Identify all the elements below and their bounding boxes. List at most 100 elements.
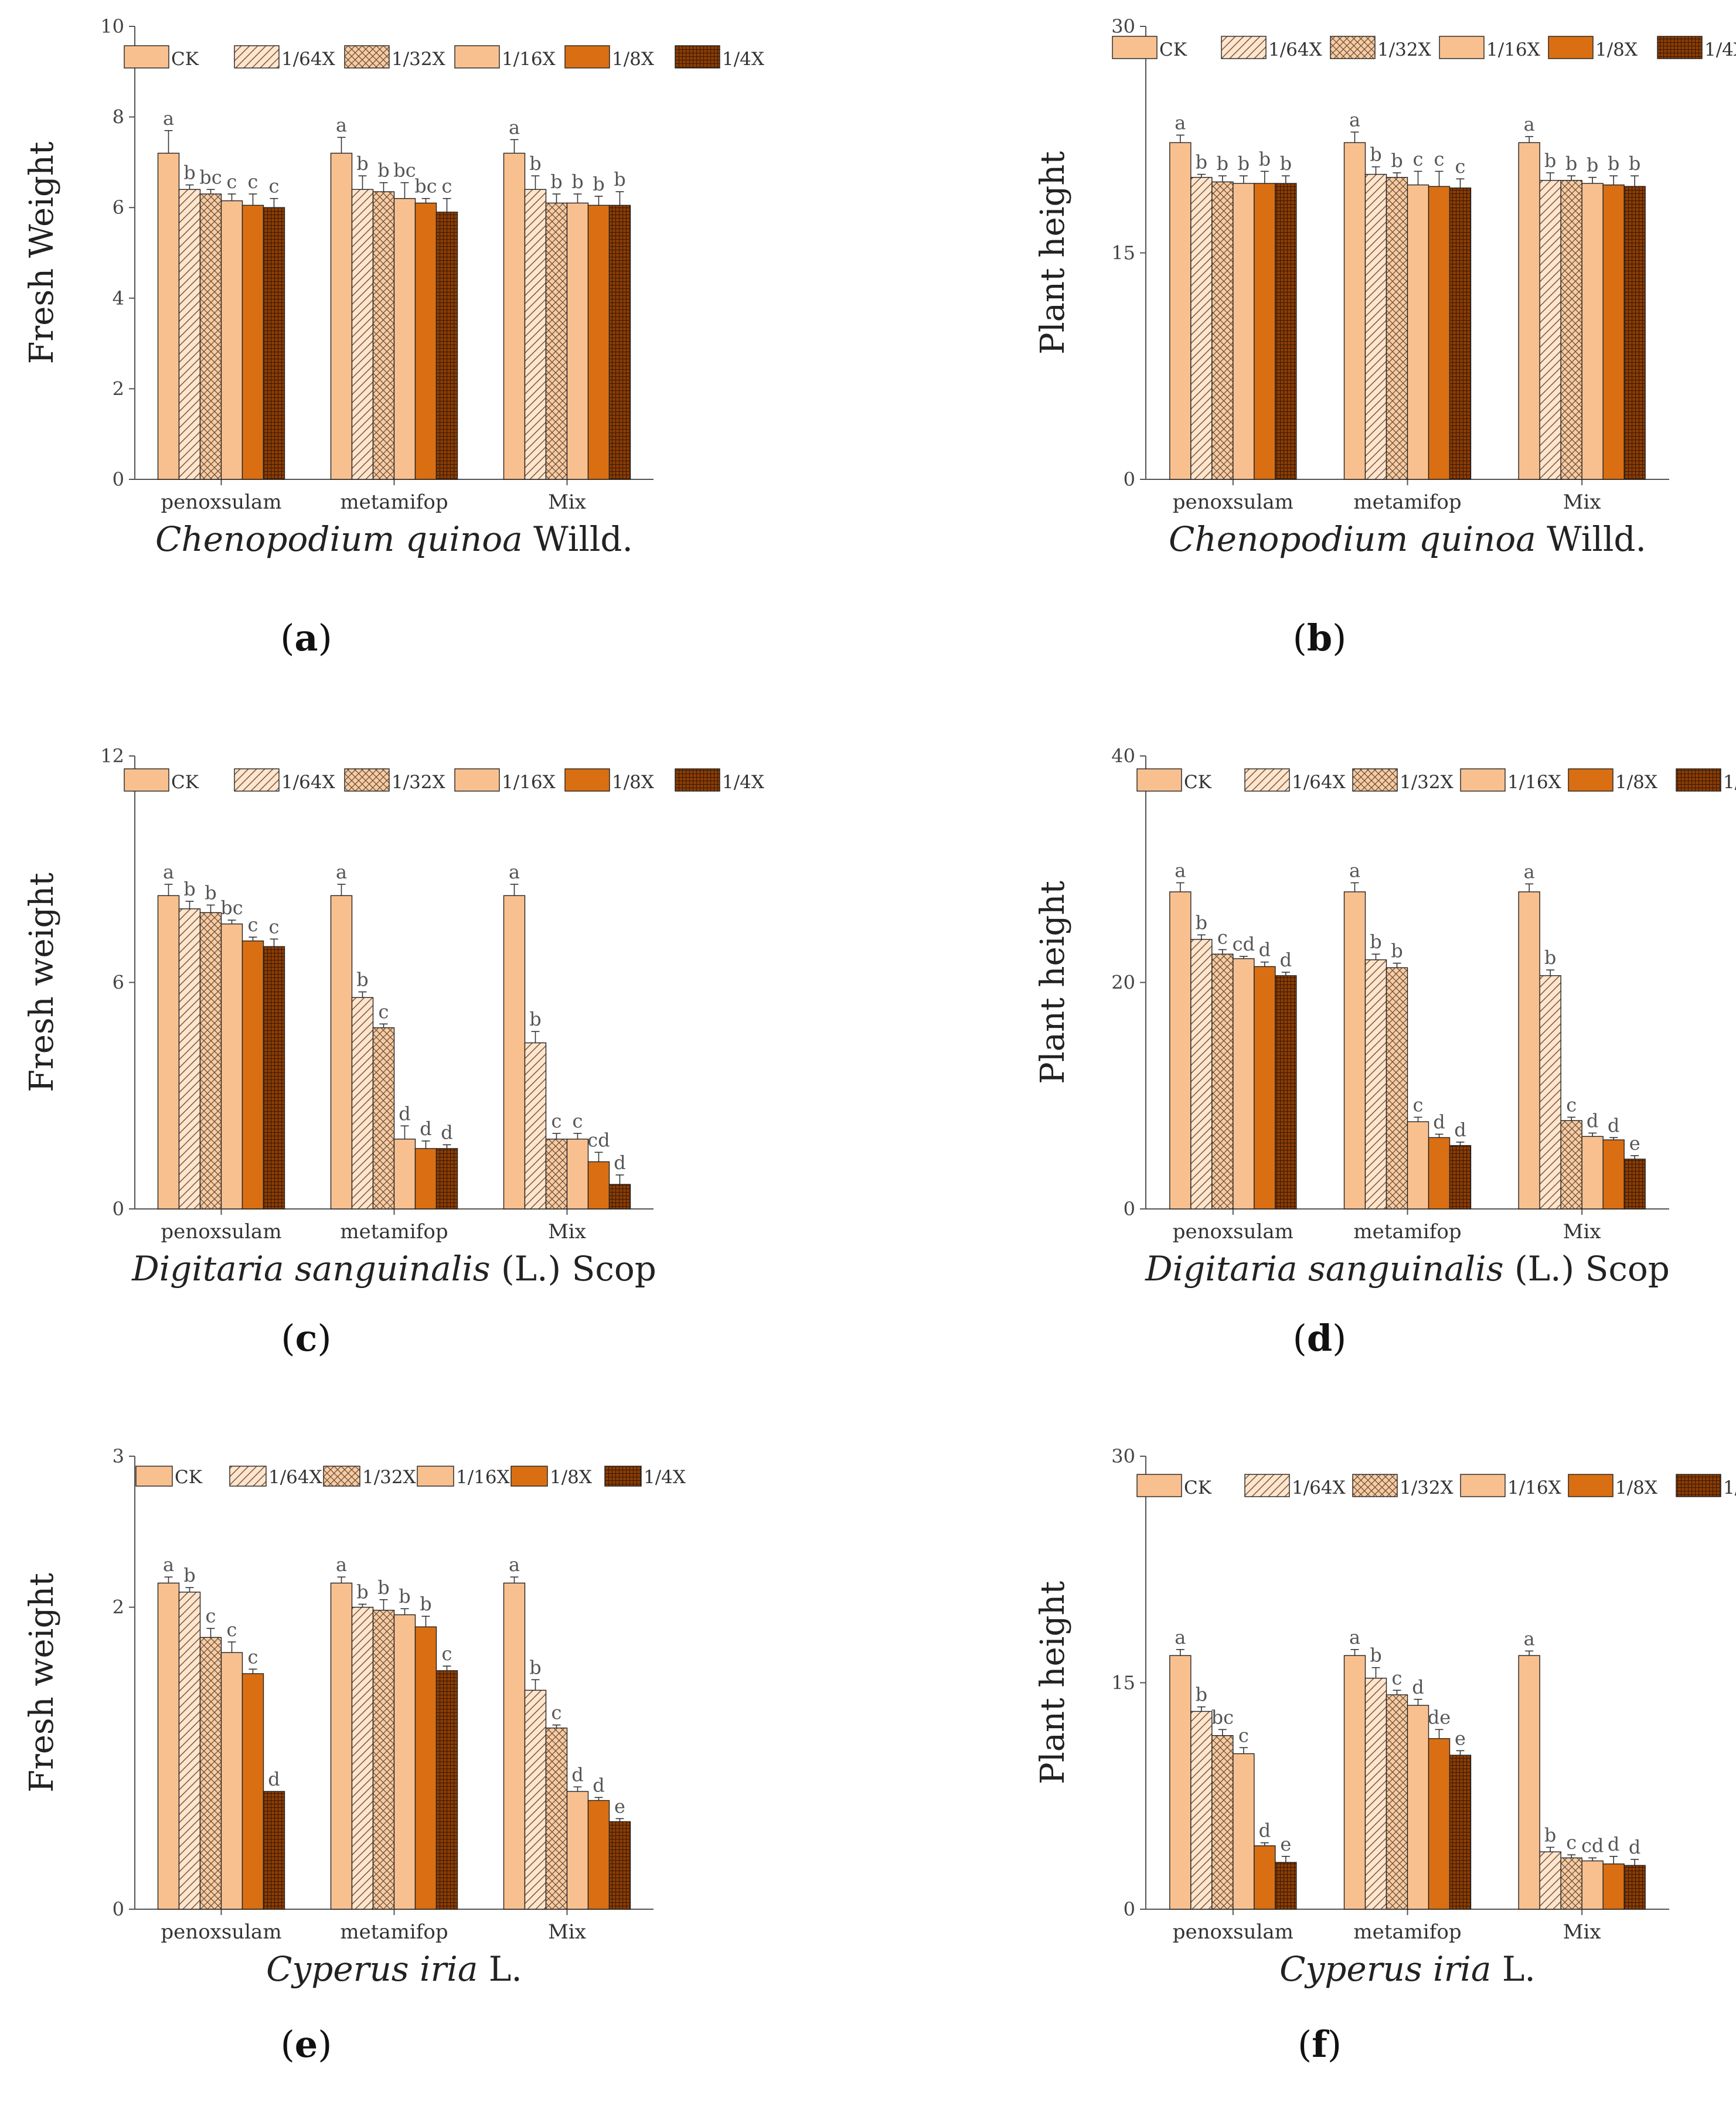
y-tick-label: 30 bbox=[1111, 15, 1135, 38]
significance-letter: b bbox=[1196, 151, 1207, 173]
panel-label-part: d bbox=[1307, 1317, 1332, 1360]
bar bbox=[157, 152, 180, 480]
y-tick-label: 3 bbox=[113, 1445, 124, 1467]
bar bbox=[1518, 142, 1540, 480]
significance-letter: c bbox=[248, 171, 258, 193]
bar bbox=[503, 152, 526, 480]
bar bbox=[414, 202, 437, 480]
panel-label: (b) bbox=[1293, 616, 1347, 659]
significance-letter: bc bbox=[414, 175, 437, 197]
legend-swatch bbox=[675, 45, 720, 69]
bar bbox=[1233, 183, 1255, 480]
x-axis-title: Cyperus iria L. bbox=[266, 1949, 522, 1989]
legend-entry: 1/32X bbox=[392, 772, 445, 793]
bar bbox=[566, 202, 589, 480]
significance-letter: a bbox=[163, 861, 174, 883]
bar bbox=[1539, 180, 1561, 480]
legend-entry: 1/8X bbox=[1615, 772, 1657, 793]
legend-entry: 1/32X bbox=[362, 1467, 416, 1488]
significance-letter: e bbox=[1280, 1833, 1291, 1855]
panel-label-part: ) bbox=[317, 1317, 331, 1360]
category-label: Mix bbox=[1563, 490, 1601, 514]
significance-letter: a bbox=[509, 1553, 520, 1576]
bar bbox=[414, 1148, 437, 1210]
significance-letter: bc bbox=[220, 897, 243, 919]
bar bbox=[1560, 180, 1582, 480]
significance-letter: a bbox=[1349, 108, 1360, 131]
legend-entry: 1/32X bbox=[1400, 1477, 1454, 1498]
category-label: metamifop bbox=[1353, 1220, 1461, 1244]
species-authority: (L.) Scop bbox=[1504, 1249, 1670, 1289]
significance-letter: cd bbox=[1233, 933, 1255, 955]
bar bbox=[1539, 975, 1561, 1210]
y-tick-label: 12 bbox=[100, 745, 124, 767]
legend-entry: 1/16X bbox=[1486, 39, 1540, 60]
bar bbox=[1386, 176, 1408, 480]
legend-swatch bbox=[564, 768, 610, 792]
significance-letter: b bbox=[356, 1581, 368, 1603]
legend-entry: 1/16X bbox=[502, 49, 556, 70]
legend-swatch bbox=[454, 768, 500, 792]
significance-letter: d bbox=[571, 1763, 583, 1786]
bar bbox=[1211, 181, 1234, 480]
bar bbox=[1343, 142, 1366, 480]
bar bbox=[545, 1139, 568, 1210]
bar bbox=[545, 202, 568, 480]
bar bbox=[435, 212, 458, 480]
panel-label-part: ( bbox=[1293, 1317, 1307, 1360]
bar bbox=[1539, 1851, 1561, 1910]
category-label: metamifop bbox=[340, 1220, 448, 1244]
bar bbox=[1428, 1738, 1451, 1910]
significance-letter: c bbox=[269, 915, 280, 938]
category-label: penoxsulam bbox=[1173, 1220, 1294, 1244]
legend-swatch bbox=[1136, 1474, 1182, 1497]
significance-letter: b bbox=[1629, 152, 1640, 175]
legend-entry: 1/8X bbox=[550, 1467, 592, 1488]
significance-letter: b bbox=[205, 881, 216, 904]
panel-label: (d) bbox=[1293, 1317, 1347, 1360]
bar bbox=[263, 946, 285, 1210]
y-tick-label: 10 bbox=[100, 15, 124, 38]
legend-entry: 1/8X bbox=[612, 772, 654, 793]
species-authority: L. bbox=[1491, 1949, 1535, 1989]
y-tick-label: 0 bbox=[1124, 1898, 1135, 1920]
y-tick-label: 4 bbox=[113, 287, 124, 309]
bar bbox=[241, 205, 264, 480]
legend-entry: 1/4X bbox=[1723, 772, 1736, 793]
legend-swatch bbox=[1244, 768, 1290, 792]
bar bbox=[587, 205, 610, 480]
panel-label-part: c bbox=[295, 1317, 318, 1360]
legend-swatch bbox=[1460, 1474, 1506, 1497]
significance-letter: d bbox=[1454, 1119, 1466, 1141]
legend-swatch bbox=[1221, 36, 1267, 59]
bar bbox=[1343, 891, 1366, 1210]
legend-entry: 1/64X bbox=[281, 772, 335, 793]
panel-label: (c) bbox=[281, 1317, 331, 1360]
panel-label-part: ) bbox=[1332, 1317, 1346, 1360]
significance-letter: bc bbox=[393, 159, 416, 182]
significance-letter: d bbox=[1259, 1820, 1271, 1842]
legend-entry: 1/32X bbox=[1377, 39, 1431, 60]
bar bbox=[1211, 953, 1234, 1210]
y-axis-title: Fresh weight bbox=[23, 873, 61, 1092]
significance-letter: e bbox=[1455, 1727, 1466, 1749]
legend-swatch bbox=[604, 1466, 642, 1487]
bar bbox=[157, 1582, 180, 1910]
panel-label-part: ) bbox=[318, 2023, 332, 2066]
legend-entry: 1/8X bbox=[612, 49, 654, 70]
legend-swatch bbox=[1112, 36, 1158, 59]
panel-label-part: ( bbox=[1298, 2023, 1312, 2066]
significance-letter: cd bbox=[587, 1129, 610, 1151]
y-axis-title: Fresh Weight bbox=[23, 141, 61, 364]
significance-letter: a bbox=[1524, 1627, 1535, 1650]
panel-label-part: ) bbox=[1327, 2023, 1342, 2066]
panel-label-part: ) bbox=[1332, 616, 1346, 659]
bar bbox=[199, 1637, 222, 1910]
legend-swatch bbox=[124, 768, 169, 792]
category-label: metamifop bbox=[1353, 490, 1461, 514]
legend-entry: CK bbox=[171, 772, 199, 793]
legend-swatch bbox=[1352, 768, 1398, 792]
significance-letter: b bbox=[1259, 148, 1271, 170]
significance-letter: b bbox=[1238, 152, 1250, 175]
